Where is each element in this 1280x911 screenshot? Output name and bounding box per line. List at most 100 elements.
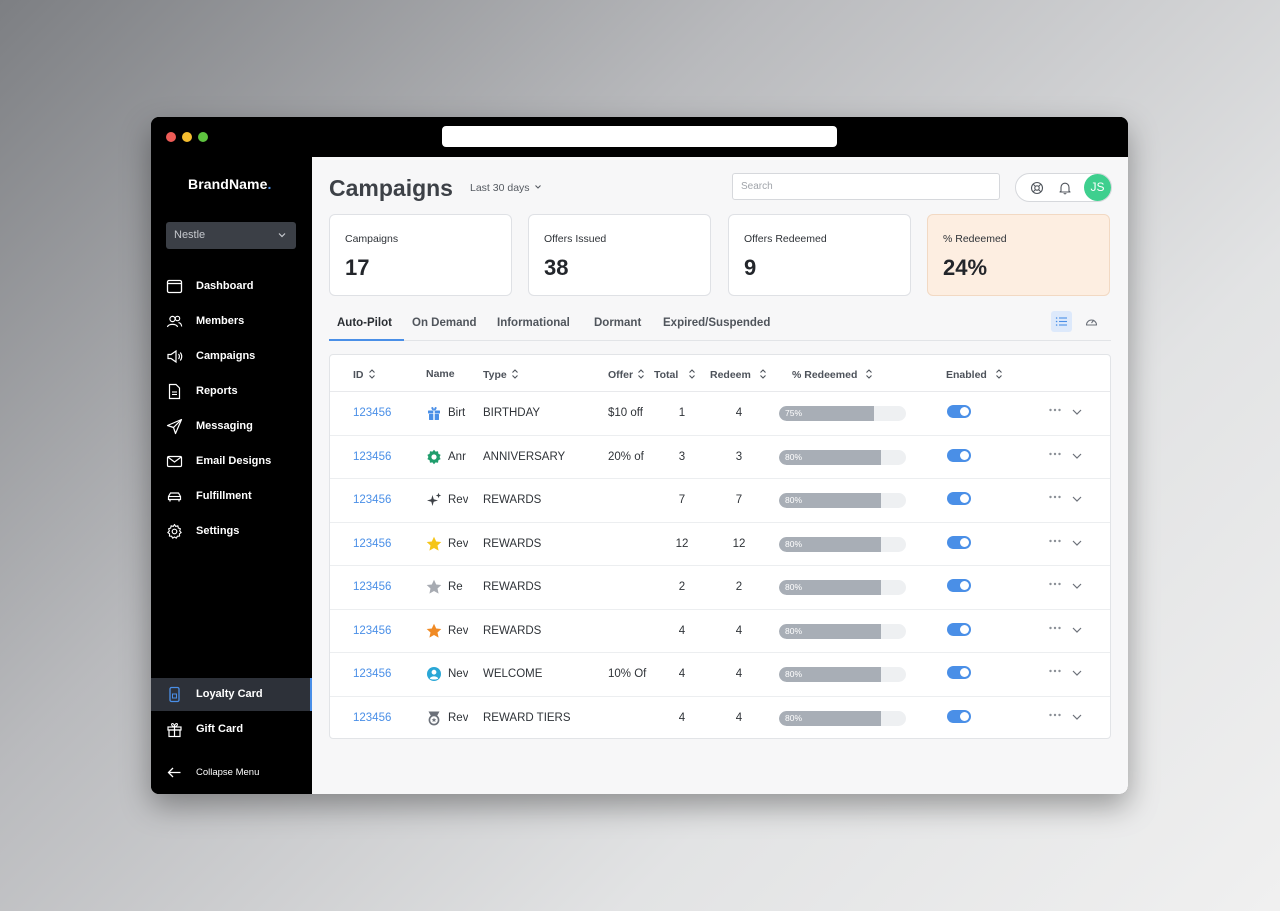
medal-icon <box>426 710 442 726</box>
campaign-redeem: 7 <box>735 494 743 506</box>
progress-label: 80% <box>785 712 803 723</box>
more-options-icon[interactable] <box>1048 493 1062 501</box>
table-row[interactable]: 123456 Anr ANNIVERSARY 20% of 3 3 80% <box>330 436 1110 479</box>
column-header-id[interactable]: ID <box>353 368 376 381</box>
campaign-redeem: 12 <box>732 537 746 550</box>
campaign-id-link[interactable]: 123456 <box>353 581 392 593</box>
redeemed-progress-bar: 80% <box>779 667 906 682</box>
maximize-window-button[interactable] <box>198 132 208 142</box>
column-header-redeem[interactable]: Redeem <box>710 368 767 381</box>
document-icon <box>168 383 181 400</box>
close-window-button[interactable] <box>166 132 176 142</box>
progress-fill <box>779 406 875 421</box>
more-options-icon[interactable] <box>1048 580 1062 588</box>
expand-row-icon[interactable] <box>1071 667 1083 679</box>
expand-row-icon[interactable] <box>1071 406 1083 418</box>
table-row[interactable]: 123456 Rev REWARD TIERS 4 4 80% <box>330 697 1110 739</box>
more-options-icon[interactable] <box>1048 537 1062 545</box>
bell-icon[interactable] <box>1058 181 1072 195</box>
address-bar[interactable] <box>442 126 837 147</box>
sidebar-item-dashboard[interactable]: Dashboard <box>151 270 312 303</box>
campaign-type: REWARDS <box>483 624 542 637</box>
stat-card-offers-redeemed: Offers Redeemed 9 <box>728 214 911 296</box>
expand-row-icon[interactable] <box>1071 450 1083 462</box>
campaign-id-link[interactable]: 123456 <box>353 450 392 463</box>
minimize-window-button[interactable] <box>182 132 192 142</box>
enabled-toggle[interactable] <box>947 448 971 462</box>
column-header-offer[interactable]: Offer <box>608 368 645 381</box>
stat-card-offers-issued: Offers Issued 38 <box>528 214 711 296</box>
campaign-id-link[interactable]: 123456 <box>353 407 392 419</box>
date-range-select[interactable]: Last 30 days <box>470 182 542 194</box>
brand-logo[interactable]: BrandName. <box>188 176 271 192</box>
expand-row-icon[interactable] <box>1071 580 1083 592</box>
table-row[interactable]: 123456 Rev REWARDS 4 4 80% <box>330 610 1110 653</box>
list-view-button[interactable] <box>1051 311 1072 332</box>
row-divider <box>330 434 1110 436</box>
campaign-total: 4 <box>678 668 686 680</box>
expand-row-icon[interactable] <box>1071 711 1083 723</box>
sidebar-item-campaigns[interactable]: Campaigns <box>151 340 312 373</box>
column-header-enabled[interactable]: Enabled <box>946 368 1003 381</box>
expand-row-icon[interactable] <box>1071 537 1083 549</box>
sidebar-item-messaging[interactable]: Messaging <box>151 410 312 443</box>
column-header-total[interactable]: Total <box>654 368 696 381</box>
tab-auto-pilot[interactable]: Auto-Pilot <box>337 317 392 329</box>
more-options-icon[interactable] <box>1048 711 1062 719</box>
column-header-label: Total <box>654 369 679 381</box>
table-row[interactable]: 123456 Nev WELCOME 10% Of 4 4 80% <box>330 653 1110 697</box>
column-header-name[interactable]: Name <box>426 368 455 380</box>
tab-expired-suspended[interactable]: Expired/Suspended <box>663 317 771 329</box>
campaign-id-link[interactable]: 123456 <box>353 624 392 637</box>
search-input[interactable]: Search <box>732 173 1000 200</box>
enabled-toggle[interactable] <box>947 535 971 549</box>
column-header-percent-redeemed[interactable]: % Redeemed <box>792 368 873 381</box>
sidebar-item-reports[interactable]: Reports <box>151 375 312 408</box>
more-options-icon[interactable] <box>1048 406 1062 414</box>
tab-informational[interactable]: Informational <box>497 317 570 329</box>
list-icon <box>1055 317 1067 326</box>
enabled-toggle[interactable] <box>947 622 971 636</box>
sidebar-item-loyalty-card[interactable]: Loyalty Card <box>151 678 312 711</box>
sort-icon <box>511 369 518 379</box>
enabled-toggle[interactable] <box>947 405 971 418</box>
organization-select[interactable]: Nestle <box>166 222 296 249</box>
enabled-toggle[interactable] <box>947 492 971 505</box>
gear-icon <box>167 523 182 539</box>
tab-on-demand[interactable]: On Demand <box>412 317 477 329</box>
help-lifebuoy-icon[interactable] <box>1030 181 1044 195</box>
sort-icon <box>866 369 873 379</box>
table-row[interactable]: 123456 Rev REWARDS 12 12 80% <box>330 523 1110 566</box>
sidebar-item-fulfillment[interactable]: Fulfillment <box>151 480 312 513</box>
progress-fill <box>779 449 881 465</box>
campaign-name: Anr <box>448 450 466 463</box>
more-options-icon[interactable] <box>1048 450 1062 458</box>
sidebar: BrandName. Nestle Dashboard Members Camp… <box>151 157 312 794</box>
table-row[interactable]: 123456 Birt BIRTHDAY $10 off 1 4 75% <box>330 392 1110 436</box>
campaign-id-link[interactable]: 123456 <box>353 711 392 724</box>
sidebar-item-email-designs[interactable]: Email Designs <box>151 445 312 478</box>
more-options-icon[interactable] <box>1048 667 1062 675</box>
stat-card-percent-redeemed: % Redeemed 24% <box>927 214 1110 296</box>
dashboard-view-button[interactable] <box>1081 311 1102 332</box>
campaign-id-link[interactable]: 123456 <box>353 668 392 680</box>
campaign-id-link[interactable]: 123456 <box>353 494 392 506</box>
table-row[interactable]: 123456 Rev REWARDS 7 7 80% <box>330 479 1110 523</box>
campaign-name: Nev <box>448 668 468 680</box>
enabled-toggle[interactable] <box>947 709 971 723</box>
table-row[interactable]: 123456 Re REWARDS 2 2 80% <box>330 566 1110 610</box>
tab-dormant[interactable]: Dormant <box>594 317 642 329</box>
expand-row-icon[interactable] <box>1071 624 1083 636</box>
enabled-toggle[interactable] <box>947 579 971 592</box>
sidebar-item-settings[interactable]: Settings <box>151 515 312 548</box>
campaign-id-link[interactable]: 123456 <box>353 537 392 550</box>
column-header-type[interactable]: Type <box>483 368 519 381</box>
more-options-icon[interactable] <box>1048 624 1062 632</box>
sidebar-item-gift-card[interactable]: Gift Card <box>151 713 312 746</box>
collapse-menu-button[interactable]: Collapse Menu <box>151 756 312 789</box>
enabled-toggle[interactable] <box>947 666 971 679</box>
avatar[interactable]: JS <box>1084 174 1111 201</box>
expand-row-icon[interactable] <box>1071 493 1083 505</box>
sidebar-item-members[interactable]: Members <box>151 305 312 338</box>
sidebar-item-label: Dashboard <box>196 280 254 292</box>
